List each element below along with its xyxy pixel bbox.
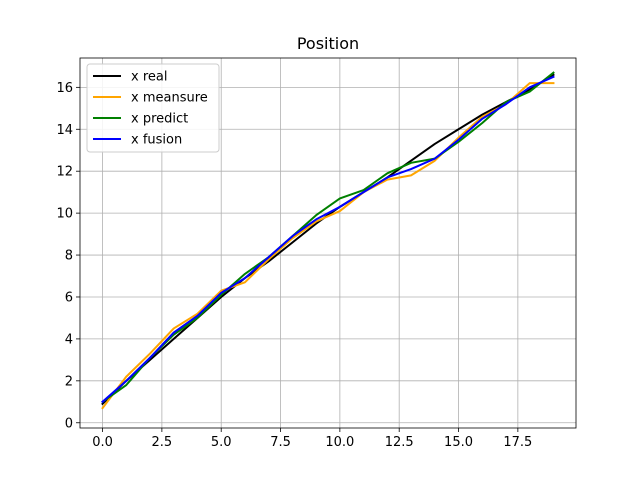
x-tick-label: 10.0 [325,435,354,450]
x-tick-label: 15.0 [444,435,473,450]
x-tick-label: 7.5 [270,435,291,450]
legend-label: x predict [131,112,188,127]
y-tick-label: 8 [65,249,73,264]
series-lines [101,71,555,410]
y-tick-label: 10 [56,207,73,222]
y-tick-label: 14 [56,123,73,138]
x-tick-label: 17.5 [503,435,532,450]
y-tick-label: 2 [65,374,73,389]
y-tick-label: 0 [65,416,73,431]
axis-ticks: 0.0 2.5 5.0 7.5 10.0 12.5 15.0 17.5 0 2 4 6 8 10 12 14 1… [56,81,532,450]
series-line-x-fusion [101,75,555,404]
y-tick-label: 12 [56,165,73,180]
axes-frame [79,57,577,429]
y-tick-label: 4 [65,332,73,347]
y-tick-label: 16 [56,81,73,96]
legend: x real x meansure x predict x fusion [86,63,220,153]
y-tick-label: 6 [65,290,73,305]
x-tick-label: 0.0 [92,435,113,450]
legend-label: x meansure [131,91,208,106]
chart-title: Position [297,34,359,53]
legend-label: x real [131,70,167,85]
x-tick-label: 5.0 [211,435,232,450]
x-tick-label: 2.5 [152,435,173,450]
legend-box [86,63,220,153]
legend-label: x fusion [131,133,182,148]
series-line-x-predict [101,71,555,404]
series-line-x-meansure [101,82,555,410]
x-tick-label: 12.5 [385,435,414,450]
